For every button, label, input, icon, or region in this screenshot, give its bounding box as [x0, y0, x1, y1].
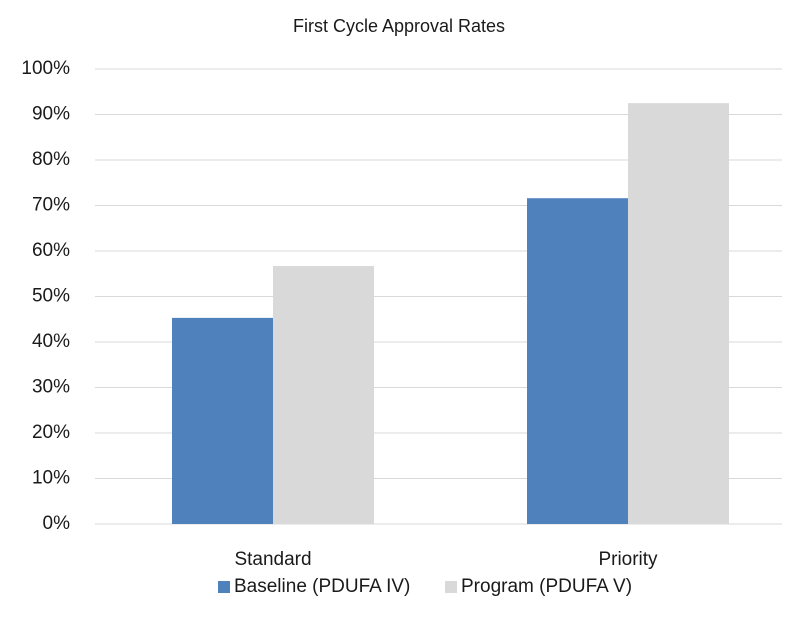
bar [527, 198, 628, 524]
y-tick-label: 10% [32, 468, 70, 489]
y-tick-label: 40% [32, 331, 70, 352]
y-tick-label: 50% [32, 286, 70, 307]
y-tick-label: 60% [32, 240, 70, 261]
bar [628, 103, 729, 524]
x-tick-label: Standard [234, 549, 311, 570]
legend-swatch [445, 581, 457, 593]
y-tick-label: 20% [32, 422, 70, 443]
y-tick-label: 0% [43, 513, 71, 534]
bar [273, 266, 374, 524]
y-tick-label: 90% [32, 104, 70, 125]
y-tick-label: 80% [32, 149, 70, 170]
bar [172, 317, 273, 524]
y-tick-label: 70% [32, 195, 70, 216]
y-tick-label: 100% [21, 58, 70, 79]
legend-label: Baseline (PDUFA IV) [234, 576, 410, 597]
legend-swatch [218, 581, 230, 593]
x-tick-label: Priority [598, 549, 658, 570]
chart-title: First Cycle Approval Rates [293, 16, 505, 36]
y-tick-label: 30% [32, 377, 70, 398]
legend-label: Program (PDUFA V) [461, 576, 632, 597]
